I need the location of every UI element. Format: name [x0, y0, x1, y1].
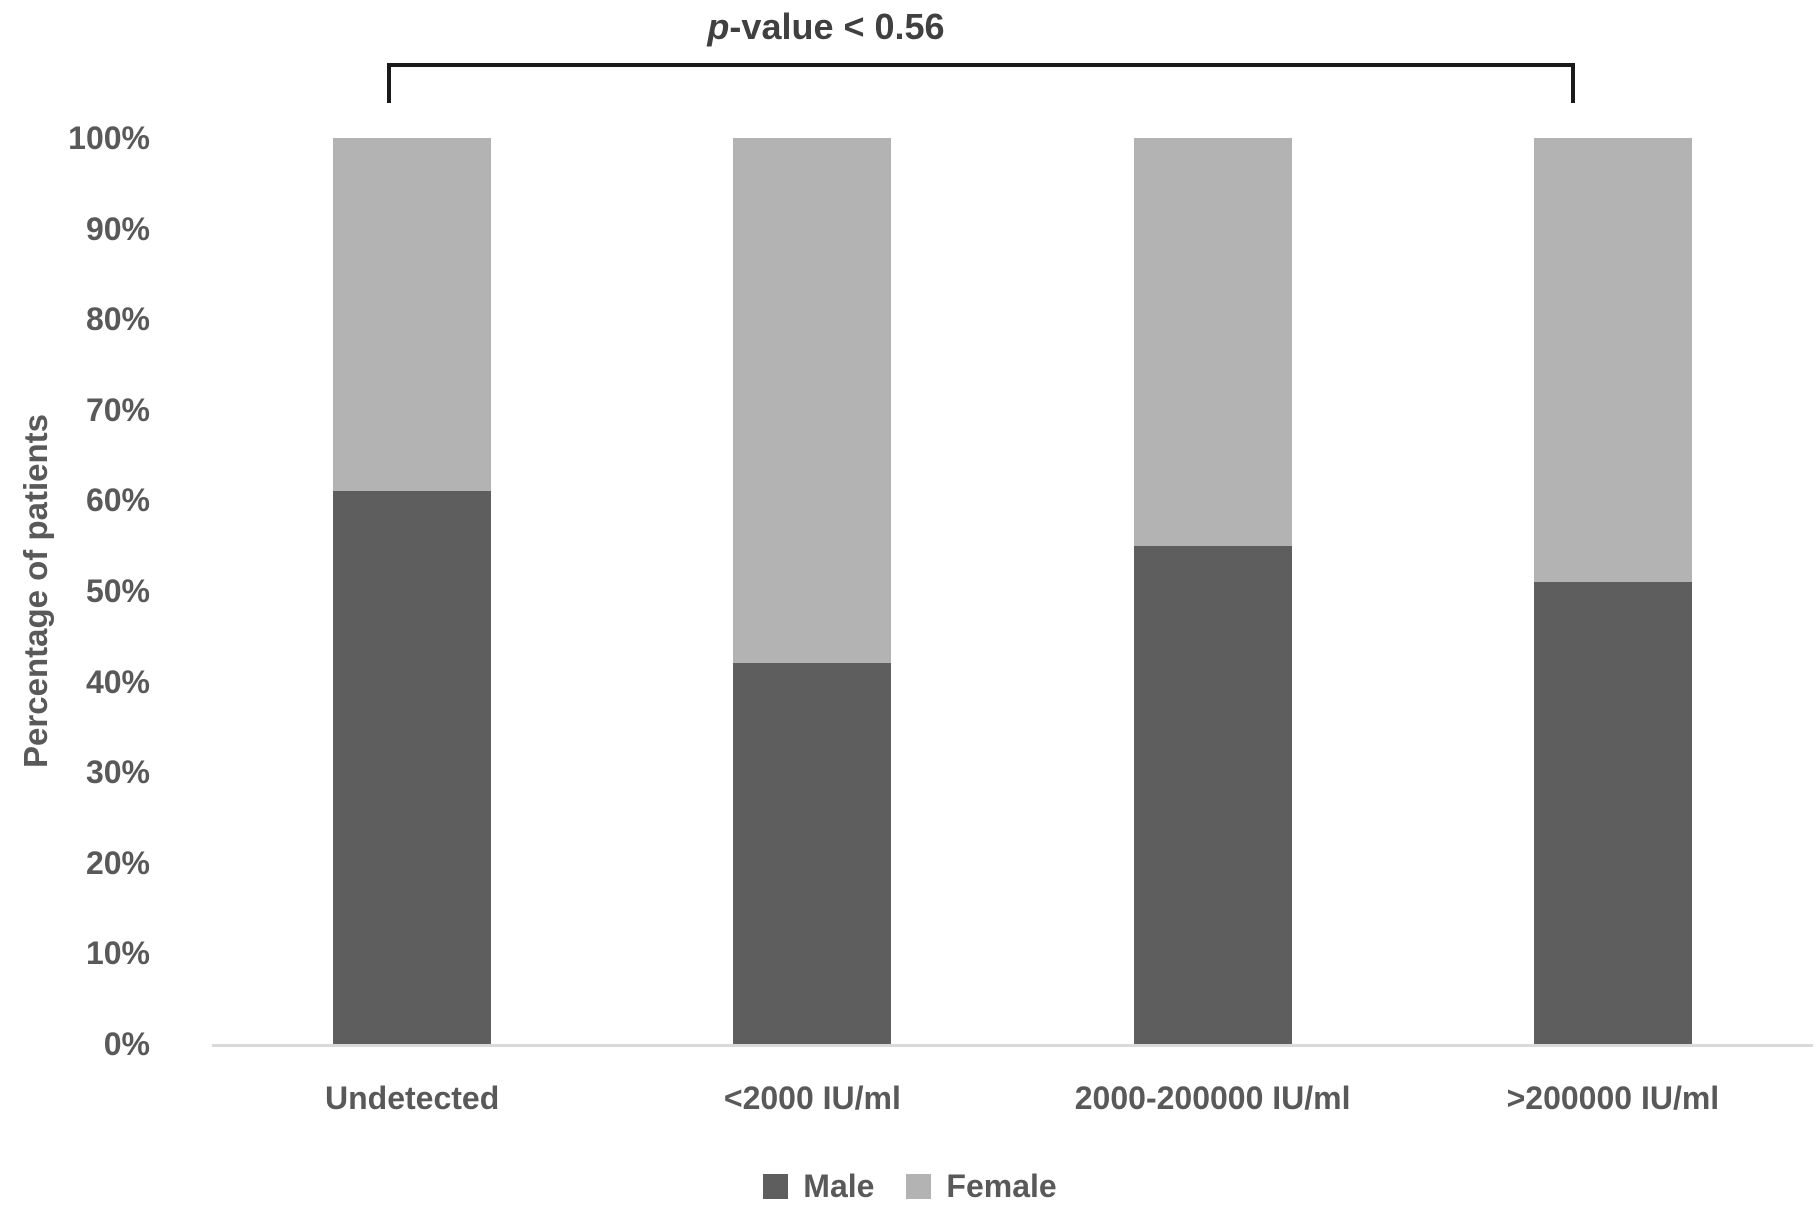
significance-bracket	[387, 63, 1575, 103]
y-axis-tick-label-100pct: 100%	[68, 120, 150, 156]
x-axis-label-3: 2000-200000 IU/ml	[1074, 1080, 1351, 1116]
y-axis-tick-label-60pct: 60%	[85, 482, 150, 519]
y-axis-tick-label-40pct: 40%	[85, 663, 150, 700]
bar-segment-male-1	[333, 491, 492, 1044]
x-axis-line	[212, 1044, 1813, 1047]
bar-segment-female-1	[333, 138, 492, 492]
bar-segment-female-2	[733, 138, 892, 664]
y-axis-tick-label-10pct: 10%	[85, 935, 150, 972]
legend-item-female: Female	[906, 1168, 1057, 1205]
legend-item-male: Male	[763, 1168, 874, 1205]
x-axis-label-1: Undetected	[325, 1080, 500, 1116]
bar-segment-male-2	[733, 663, 892, 1044]
x-axis-label-2: <2000 IU/ml	[723, 1080, 901, 1116]
y-axis-tick-label-50pct: 50%	[85, 573, 150, 609]
y-axis-tick-label-30pct: 30%	[85, 754, 150, 791]
y-axis-tick-label-90pct: 90%	[85, 210, 150, 247]
bar-segment-male-4	[1533, 581, 1692, 1044]
bar-segment-female-4	[1533, 138, 1692, 582]
bar-segment-male-3	[1133, 545, 1292, 1044]
legend-swatch-female	[906, 1174, 932, 1199]
p-value-text: -value < 0.56	[729, 6, 945, 47]
y-axis-tick-label-80pct: 80%	[85, 301, 150, 338]
y-axis-tick-label-70pct: 70%	[85, 391, 150, 428]
plot-area	[212, 138, 1813, 1047]
p-value-italic-p: p	[707, 6, 730, 47]
x-axis-label-4: >200000 IU/ml	[1506, 1080, 1720, 1116]
y-axis-tick-label-20pct: 20%	[85, 844, 150, 881]
legend: Male Female	[0, 1168, 1820, 1205]
p-value-annotation: p-value < 0.56	[707, 6, 944, 48]
bar-segment-female-3	[1133, 138, 1292, 546]
legend-label-female: Female	[946, 1168, 1057, 1204]
legend-label-male: Male	[803, 1168, 875, 1204]
legend-swatch-male	[763, 1174, 789, 1199]
y-axis-tick-label-0pct: 0%	[103, 1026, 150, 1062]
